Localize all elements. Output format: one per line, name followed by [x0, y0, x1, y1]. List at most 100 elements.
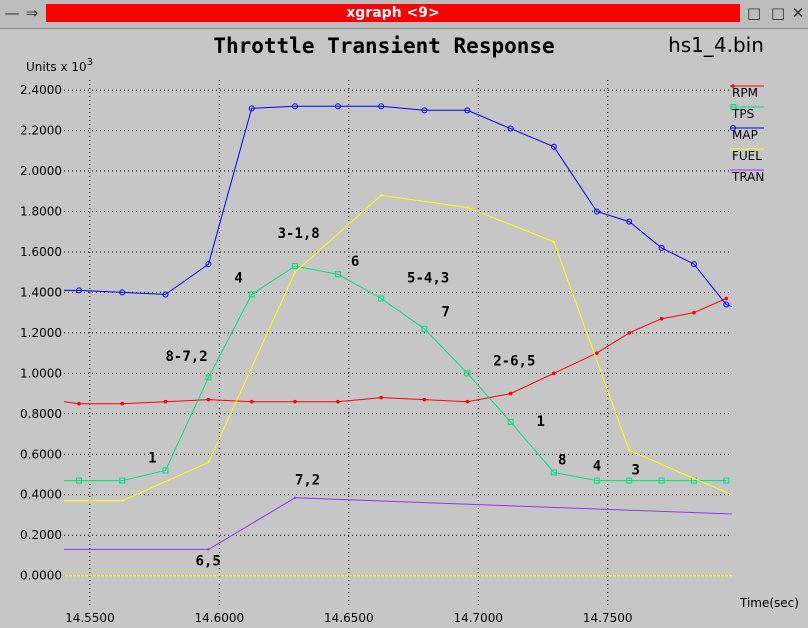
fuel-series-point	[293, 271, 296, 274]
map-series-point	[690, 261, 697, 268]
rpm-series-point	[724, 296, 729, 301]
rpm-series-point	[379, 395, 383, 400]
annotation-label: 6	[351, 254, 359, 270]
tran-series-point	[207, 548, 210, 551]
annotation-label: 2-6,5	[493, 353, 535, 369]
y-tick-label: 1.6000	[20, 245, 62, 259]
rpm-series-point	[206, 397, 211, 402]
map-series-point	[626, 218, 633, 225]
tps-series-point	[507, 418, 514, 425]
tps-series-point	[550, 469, 557, 476]
rpm-series-point	[422, 397, 427, 402]
legend-label-fuel: FUEL	[732, 149, 762, 163]
rpm-series-point	[508, 391, 513, 396]
map-series-point	[119, 289, 126, 296]
annotation-label: 7,2	[295, 473, 320, 489]
y-tick-labels: 0.0000 0.2000 0.4000 0.6000 0.8000 1.0000 1.20…	[20, 83, 62, 583]
fuel-series-point	[628, 449, 631, 452]
map-series-point	[550, 143, 557, 150]
x-tick-label: 14.6000	[195, 611, 245, 625]
tran-series-line	[64, 497, 733, 550]
rpm-series-point	[77, 401, 81, 406]
y-tick-label: 0.4000	[20, 488, 62, 502]
rpm-series-point	[627, 331, 632, 335]
window-menu-icon[interactable]: —	[4, 4, 20, 22]
map-series-point	[421, 107, 428, 114]
y-tick-label: 0.2000	[20, 528, 62, 542]
annotation-label: 4	[234, 270, 242, 286]
legend: RPM TPS MAP FUEL TRAN	[730, 84, 764, 184]
close-icon[interactable]: ✕	[791, 4, 805, 22]
tran-series-point	[293, 496, 296, 499]
rpm-series-point	[465, 399, 470, 404]
annotation-label: 1	[148, 450, 156, 466]
tps-series-point	[626, 477, 633, 484]
file-label: hs1_4.bin	[668, 33, 764, 57]
fuel-series-point	[380, 194, 383, 197]
rpm-series-point	[659, 316, 664, 321]
chart-title: Throttle Transient Response	[213, 34, 554, 58]
fuel-series-point	[692, 477, 695, 480]
annotation-label: 6,5	[196, 554, 221, 570]
annotation-label: 3	[632, 463, 640, 479]
tps-series-point	[378, 295, 385, 302]
rpm-series-point	[249, 399, 254, 404]
tps-series-point	[334, 271, 341, 278]
tps-series-point	[723, 477, 730, 484]
legend-marker-map	[730, 125, 736, 131]
annotation-label: 1	[537, 414, 545, 430]
minimize-icon[interactable]: □	[746, 4, 762, 22]
tps-series-point	[593, 477, 600, 484]
tps-series-point	[421, 325, 428, 332]
rpm-series-point	[163, 399, 168, 404]
legend-label-tps: TPS	[731, 107, 754, 121]
legend-label-rpm: RPM	[732, 86, 758, 100]
fuel-series-point	[207, 461, 210, 464]
map-series-point	[723, 301, 730, 308]
annotation-label: 3-1,8	[278, 226, 320, 242]
legend-label-map: MAP	[732, 128, 758, 142]
tps-series-point	[658, 477, 665, 484]
x-tick-label: 14.7000	[453, 611, 503, 625]
map-series-point	[507, 125, 514, 132]
rpm-series-point	[595, 351, 599, 355]
window-title: xgraph <9>	[46, 4, 740, 22]
x-tick-label: 14.6500	[324, 611, 374, 625]
maximize-icon[interactable]: □	[770, 4, 786, 22]
map-series-point	[205, 261, 212, 268]
map-series-point	[76, 287, 83, 294]
y-tick-label: 1.0000	[20, 366, 62, 380]
rpm-series-point	[692, 310, 696, 315]
y-tick-label: 1.4000	[20, 285, 62, 299]
map-series-point	[378, 103, 385, 110]
rpm-series-point	[120, 401, 125, 406]
y-tick-label: 2.2000	[20, 124, 62, 138]
grid	[64, 80, 732, 606]
annotation-label: 5-4,3	[407, 270, 449, 286]
y-tick-label: 2.4000	[20, 83, 62, 97]
rpm-series-point	[293, 399, 297, 404]
tps-series-point	[76, 477, 83, 484]
map-series-point	[248, 105, 255, 112]
tps-series-point	[162, 467, 169, 474]
series-lines	[63, 103, 733, 577]
x-tick-labels: 14.5500 14.6000 14.6500 14.7000 14.7500	[65, 611, 632, 625]
map-series-point	[593, 208, 600, 215]
map-series-point	[464, 107, 471, 114]
legend-marker-rpm	[731, 84, 735, 88]
window-titlebar: — ⇒ xgraph <9> □ □ ✕	[0, 0, 808, 29]
tps-series-point	[205, 374, 212, 381]
fuel-series-point	[466, 206, 469, 209]
tps-series-point	[119, 477, 126, 484]
x-tick-label: 14.5500	[65, 611, 115, 625]
y-tick-label: 0.6000	[20, 447, 62, 461]
fuel-series-line	[64, 194, 733, 502]
map-series-point	[334, 103, 341, 110]
tps-series-point	[291, 263, 298, 270]
annotation-label: 8-7,2	[165, 349, 207, 365]
fuel-series-point	[552, 240, 555, 243]
y-tick-label: 1.2000	[20, 326, 62, 340]
pin-icon[interactable]: ⇒	[25, 4, 39, 22]
x-axis-label: Time(sec)	[739, 596, 799, 610]
